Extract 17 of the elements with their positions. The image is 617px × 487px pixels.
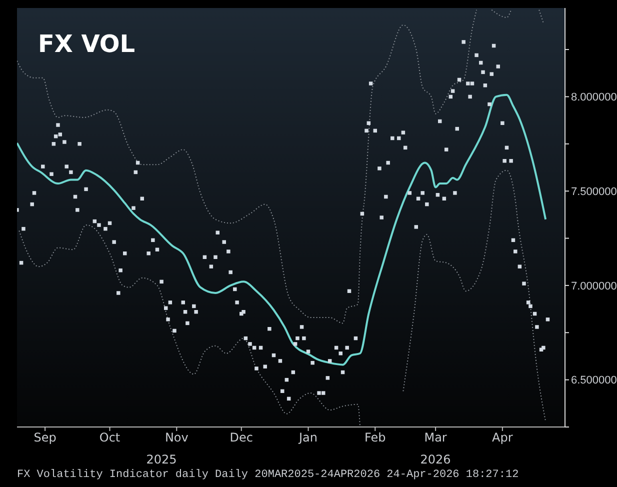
x-tick-label: Dec	[230, 430, 253, 445]
y-tick-label: 8.000000	[571, 92, 617, 104]
text: FX VOL	[38, 30, 136, 58]
line-series	[17, 94, 547, 366]
x-tick-label: Jan	[298, 430, 318, 445]
x-tick-label: Oct	[99, 430, 120, 445]
x2-tick-label: 2026	[420, 452, 451, 467]
x-tick-label: Apr	[492, 430, 513, 445]
x-tick-label: Sep	[34, 430, 56, 445]
y-tick-label: 7.500000	[571, 186, 617, 198]
x-tick-label: Feb	[364, 430, 386, 445]
text: FX Volatility Indicator daily Daily 20MAR2025-24APR2026 24-Apr-2026 18:27:12	[17, 469, 519, 481]
y-tick-label: 7.000000	[571, 280, 617, 292]
y-tick-label: 6.500000	[571, 374, 617, 387]
x2-tick-label: 2025	[146, 452, 177, 467]
x-tick-label: Mar	[424, 430, 447, 445]
x-tick-label: Nov	[164, 430, 188, 445]
